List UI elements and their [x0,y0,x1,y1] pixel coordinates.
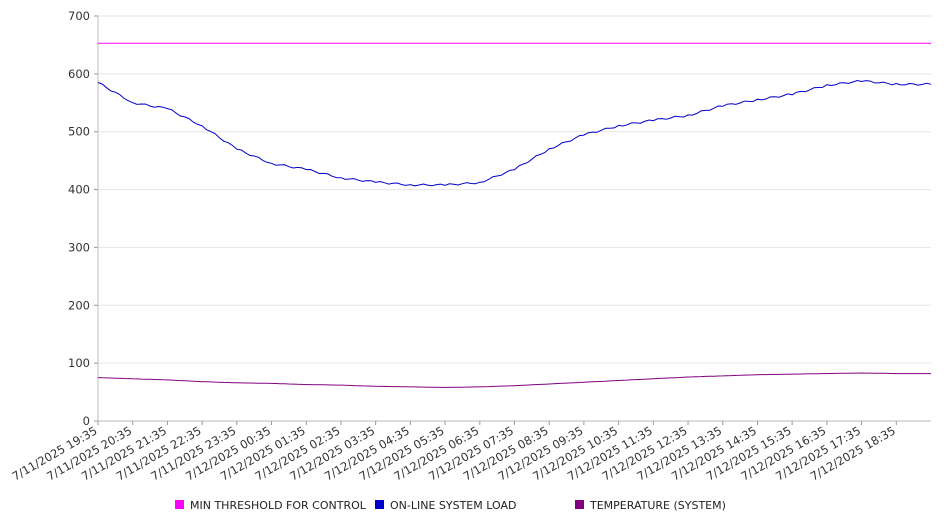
y-tick-label: 300 [68,240,90,254]
y-tick-label: 0 [83,414,90,428]
legend-label: TEMPERATURE (SYSTEM) [589,499,726,512]
series-line-on-line-system-load [97,79,932,187]
y-tick-label: 400 [68,183,90,197]
x-axis: 7/11/2025 19:357/11/2025 20:357/11/2025 … [10,420,931,483]
legend-label: ON-LINE SYSTEM LOAD [390,499,516,512]
gridlines [98,15,931,364]
y-tick-label: 200 [68,298,90,312]
legend: MIN THRESHOLD FOR CONTROL ON-LINE SYSTEM … [175,499,726,512]
y-tick-label: 600 [68,67,90,81]
series-lines [97,42,932,388]
y-axis: 0 100 200 300 400 500 600 700 [68,9,99,428]
y-tick-label: 700 [68,9,90,23]
legend-label: MIN THRESHOLD FOR CONTROL [190,499,367,512]
y-tick-label: 500 [68,125,90,139]
legend-item: MIN THRESHOLD FOR CONTROL [175,499,367,512]
legend-swatch [175,500,184,509]
legend-swatch [375,500,384,509]
y-tick-label: 100 [68,356,90,370]
legend-swatch [575,500,584,509]
legend-item: TEMPERATURE (SYSTEM) [575,499,726,512]
legend-item: ON-LINE SYSTEM LOAD [375,499,516,512]
series-line-temperature-system [97,372,931,388]
